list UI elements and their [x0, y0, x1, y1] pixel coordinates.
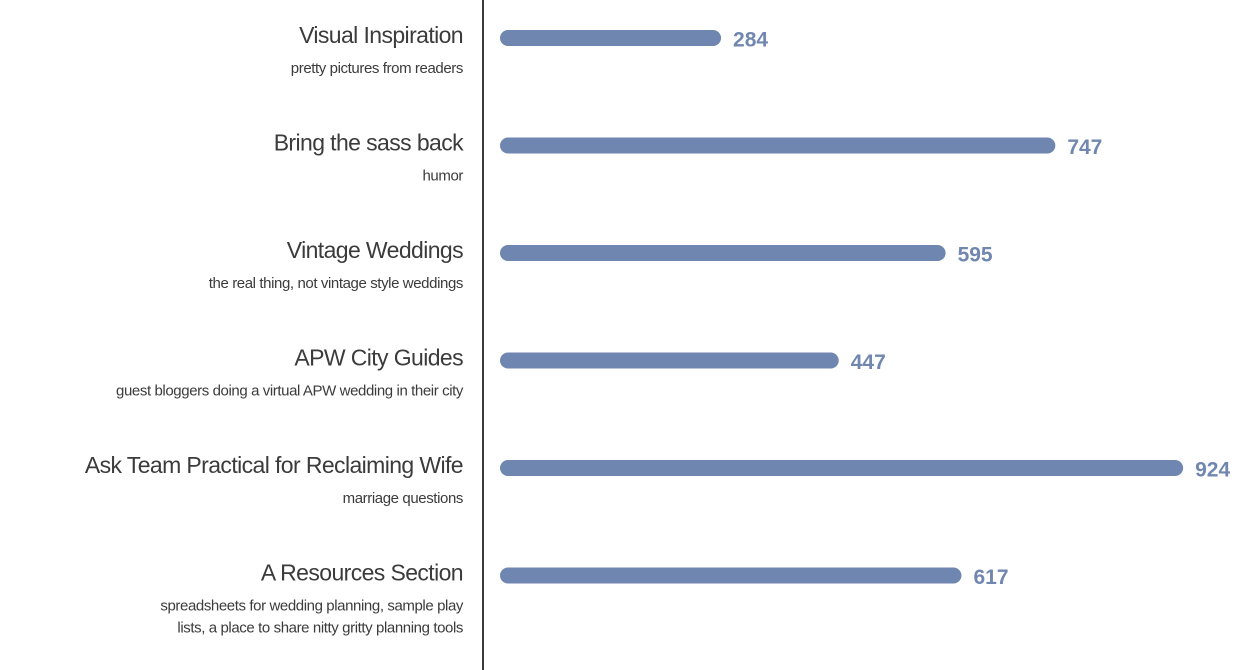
bar — [500, 567, 962, 584]
value-label: 447 — [851, 351, 886, 374]
category-label: APW City Guides — [294, 345, 463, 371]
category-description: lists, a place to share nitty gritty pla… — [177, 619, 463, 636]
category-label: Ask Team Practical for Reclaiming Wife — [85, 452, 463, 478]
category-description: humor — [422, 167, 463, 184]
category-description: spreadsheets for wedding planning, sampl… — [160, 597, 464, 614]
value-label: 924 — [1195, 459, 1230, 482]
bar — [500, 460, 1184, 476]
bar — [500, 352, 839, 369]
category-label: A Resources Section — [261, 560, 463, 586]
category-description: guest bloggers doing a virtual APW weddi… — [116, 382, 464, 399]
category-description: pretty pictures from readers — [291, 60, 463, 77]
value-label: 617 — [973, 566, 1008, 589]
bar — [500, 245, 946, 261]
bar — [500, 137, 1056, 154]
category-label: Bring the sass back — [274, 130, 464, 156]
category-description: marriage questions — [343, 490, 463, 507]
value-label: 284 — [733, 29, 768, 52]
category-label: Vintage Weddings — [287, 237, 463, 263]
value-label: 595 — [958, 244, 993, 267]
bar — [500, 30, 722, 46]
category-description: the real thing, not vintage style weddin… — [209, 275, 463, 292]
category-label: Visual Inspiration — [299, 22, 463, 48]
value-label: 747 — [1067, 136, 1102, 159]
